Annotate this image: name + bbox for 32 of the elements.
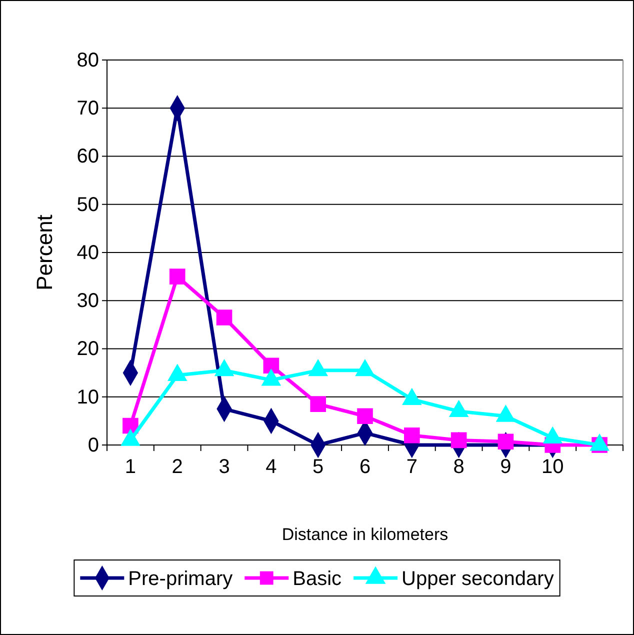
y-tick-label: 20 — [76, 338, 99, 360]
y-tick-label: 50 — [76, 194, 99, 216]
y-tick-label: 0 — [88, 434, 99, 456]
point — [450, 432, 467, 448]
y-tick-label: 70 — [76, 98, 99, 120]
x-tick-label: 3 — [218, 456, 230, 478]
point — [310, 396, 326, 412]
x-axis-title: Distance in kilometers — [282, 525, 448, 544]
legend-label: Upper secondary — [402, 568, 554, 590]
x-tick-label: 1 — [124, 456, 136, 478]
point — [263, 358, 280, 374]
y-tick-label: 30 — [76, 290, 99, 312]
y-axis-title: Percent — [32, 214, 57, 290]
point — [169, 268, 186, 284]
point — [357, 408, 373, 424]
x-tick-label: 4 — [266, 456, 277, 478]
x-tick-label: 8 — [453, 456, 464, 478]
point — [404, 427, 420, 444]
x-tick-label: 6 — [359, 456, 371, 478]
x-tick-label: 10 — [542, 456, 564, 478]
point — [498, 434, 514, 450]
x-tick-label: 9 — [500, 456, 512, 478]
point — [216, 310, 232, 326]
y-tick-label: 60 — [76, 146, 99, 168]
y-tick-label: 80 — [76, 49, 99, 72]
x-tick-label: 2 — [172, 456, 183, 478]
legend-label: Pre-primary — [128, 568, 233, 590]
y-tick-label: 40 — [76, 242, 99, 264]
x-tick-label: 7 — [406, 456, 418, 478]
legend-label: Basic — [292, 568, 342, 590]
x-tick-label: 5 — [312, 456, 324, 478]
y-tick-label: 10 — [76, 386, 99, 408]
